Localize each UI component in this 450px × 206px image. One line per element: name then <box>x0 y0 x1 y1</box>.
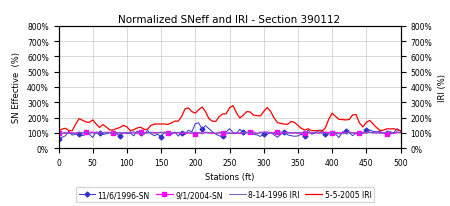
8-14-1996 IRI <box>141 132 147 135</box>
5-5-2005 IRI <box>230 105 236 107</box>
11/6/1996-SN <box>80 135 85 137</box>
5-5-2005 IRI <box>213 121 219 123</box>
9/1/2004-SN <box>398 131 403 134</box>
9/1/2004-SN <box>56 132 61 135</box>
11/6/1996-SN <box>141 133 147 136</box>
9/1/2004-SN <box>319 132 324 135</box>
Y-axis label: SN Effective  (%): SN Effective (%) <box>13 52 22 123</box>
11/6/1996-SN <box>398 130 403 133</box>
11/6/1996-SN <box>196 122 202 124</box>
8-14-1996 IRI <box>398 132 403 135</box>
Legend: 11/6/1996-SN, 9/1/2004-SN, 8-14-1996 IRI, 5-5-2005 IRI: 11/6/1996-SN, 9/1/2004-SN, 8-14-1996 IRI… <box>76 187 374 202</box>
8-14-1996 IRI <box>80 132 85 134</box>
8-14-1996 IRI <box>326 133 331 136</box>
Line: 9/1/2004-SN: 9/1/2004-SN <box>56 130 403 136</box>
11/6/1996-SN <box>56 138 61 140</box>
9/1/2004-SN <box>302 132 307 135</box>
5-5-2005 IRI <box>319 130 324 133</box>
5-5-2005 IRI <box>316 130 321 132</box>
X-axis label: Stations (ft): Stations (ft) <box>205 172 254 181</box>
5-5-2005 IRI <box>398 130 403 132</box>
9/1/2004-SN <box>220 132 225 135</box>
11/6/1996-SN <box>265 133 270 136</box>
11/6/1996-SN <box>299 133 304 136</box>
Line: 5-5-2005 IRI: 5-5-2005 IRI <box>58 106 400 132</box>
11/6/1996-SN <box>316 129 321 132</box>
9/1/2004-SN <box>182 133 188 135</box>
8-14-1996 IRI <box>261 131 266 134</box>
Line: 8-14-1996 IRI: 8-14-1996 IRI <box>58 132 400 135</box>
Line: 11/6/1996-SN: 11/6/1996-SN <box>57 122 402 141</box>
5-5-2005 IRI <box>265 107 270 109</box>
8-14-1996 IRI <box>56 132 61 134</box>
5-5-2005 IRI <box>80 119 85 122</box>
5-5-2005 IRI <box>56 130 61 133</box>
8-14-1996 IRI <box>312 131 318 134</box>
8-14-1996 IRI <box>295 131 301 134</box>
9/1/2004-SN <box>80 132 85 135</box>
Title: Normalized SNeff and IRI - Section 390112: Normalized SNeff and IRI - Section 39011… <box>118 15 341 25</box>
11/6/1996-SN <box>216 135 222 137</box>
8-14-1996 IRI <box>387 131 393 133</box>
Y-axis label: IRI (%): IRI (%) <box>437 74 446 102</box>
9/1/2004-SN <box>268 132 273 135</box>
5-5-2005 IRI <box>299 128 304 130</box>
5-5-2005 IRI <box>141 128 147 131</box>
9/1/2004-SN <box>145 132 150 134</box>
8-14-1996 IRI <box>213 133 219 135</box>
9/1/2004-SN <box>90 131 95 134</box>
